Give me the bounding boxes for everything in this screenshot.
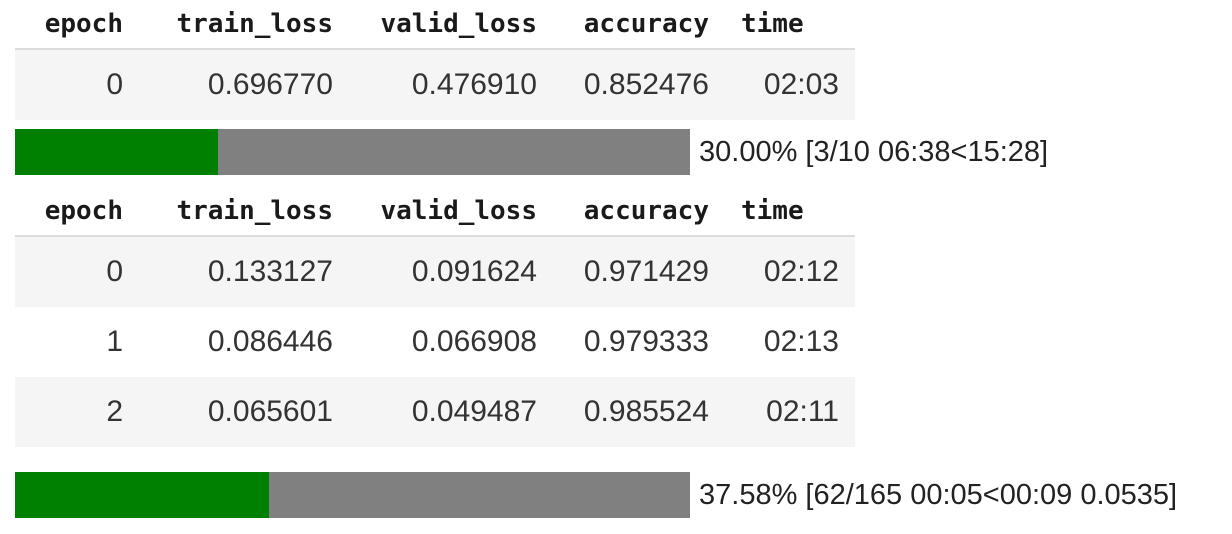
batch-progress-text: 37.58% [62/165 00:05<00:09 0.0535] xyxy=(699,478,1178,511)
column-header-time: time xyxy=(709,0,855,50)
cell-accuracy: 0.971429 xyxy=(537,236,709,307)
cell-train-loss: 0.086446 xyxy=(123,307,333,377)
table-header-row: epoch train_loss valid_loss accuracy tim… xyxy=(15,0,855,50)
cell-epoch: 0 xyxy=(15,236,123,307)
epoch-progress-fill xyxy=(15,129,218,175)
cell-train-loss: 0.065601 xyxy=(123,377,333,447)
table-header-row: epoch train_loss valid_loss accuracy tim… xyxy=(15,187,855,237)
column-header-valid-loss: valid_loss xyxy=(333,0,537,50)
cell-time: 02:13 xyxy=(709,307,855,377)
cell-valid-loss: 0.066908 xyxy=(333,307,537,377)
batch-progress-fill xyxy=(15,472,269,518)
column-header-valid-loss: valid_loss xyxy=(333,187,537,237)
table-row: 0 0.696770 0.476910 0.852476 02:03 xyxy=(15,49,855,120)
cell-valid-loss: 0.049487 xyxy=(333,377,537,447)
cell-epoch: 2 xyxy=(15,377,123,447)
cell-accuracy: 0.852476 xyxy=(537,49,709,120)
epoch-progress-bar xyxy=(15,129,690,175)
epoch-progress-text: 30.00% [3/10 06:38<15:28] xyxy=(699,135,1049,168)
training-results-table-outer: epoch train_loss valid_loss accuracy tim… xyxy=(15,0,855,120)
column-header-accuracy: accuracy xyxy=(537,187,709,237)
table-header: epoch train_loss valid_loss accuracy tim… xyxy=(15,187,855,237)
cell-train-loss: 0.696770 xyxy=(123,49,333,120)
epoch-progress: 30.00% [3/10 06:38<15:28] xyxy=(15,129,1048,175)
cell-train-loss: 0.133127 xyxy=(123,236,333,307)
cell-valid-loss: 0.476910 xyxy=(333,49,537,120)
cell-epoch: 1 xyxy=(15,307,123,377)
cell-epoch: 0 xyxy=(15,49,123,120)
training-results-table-inner: epoch train_loss valid_loss accuracy tim… xyxy=(15,187,855,447)
column-header-time: time xyxy=(709,187,855,237)
table-row: 0 0.133127 0.091624 0.971429 02:12 xyxy=(15,236,855,307)
table-header: epoch train_loss valid_loss accuracy tim… xyxy=(15,0,855,50)
cell-time: 02:03 xyxy=(709,49,855,120)
table-row: 2 0.065601 0.049487 0.985524 02:11 xyxy=(15,377,855,447)
column-header-accuracy: accuracy xyxy=(537,0,709,50)
cell-valid-loss: 0.091624 xyxy=(333,236,537,307)
cell-accuracy: 0.985524 xyxy=(537,377,709,447)
column-header-epoch: epoch xyxy=(15,0,123,50)
cell-time: 02:12 xyxy=(709,236,855,307)
batch-progress: 37.58% [62/165 00:05<00:09 0.0535] xyxy=(15,472,1177,518)
cell-time: 02:11 xyxy=(709,377,855,447)
table-row: 1 0.086446 0.066908 0.979333 02:13 xyxy=(15,307,855,377)
column-header-train-loss: train_loss xyxy=(123,187,333,237)
cell-accuracy: 0.979333 xyxy=(537,307,709,377)
column-header-epoch: epoch xyxy=(15,187,123,237)
table-body: 0 0.133127 0.091624 0.971429 02:12 1 0.0… xyxy=(15,236,855,447)
batch-progress-bar xyxy=(15,472,690,518)
table-body: 0 0.696770 0.476910 0.852476 02:03 xyxy=(15,49,855,120)
column-header-train-loss: train_loss xyxy=(123,0,333,50)
